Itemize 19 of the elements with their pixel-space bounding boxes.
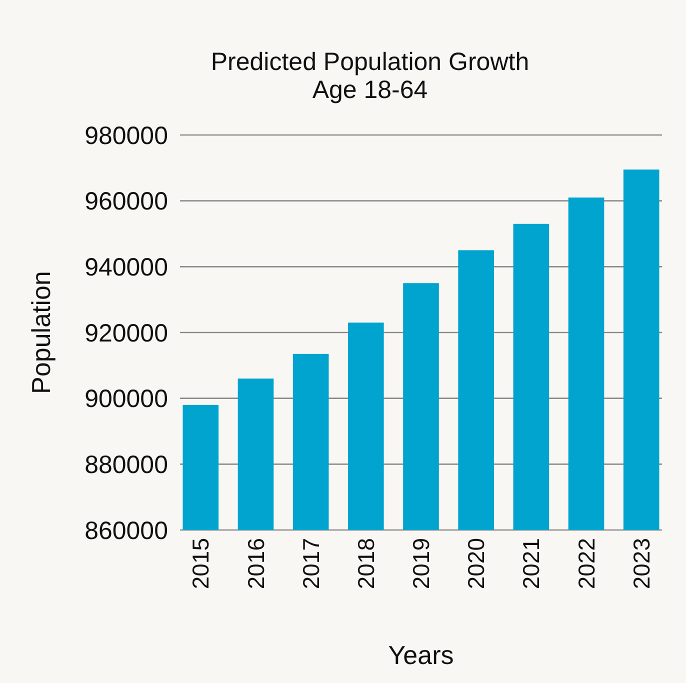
x-tick-label: 2017	[298, 538, 324, 590]
y-tick-label: 880000	[84, 450, 168, 479]
chart-title: Predicted Population Growth Age 18-64	[210, 48, 530, 104]
x-tick-label: 2015	[188, 538, 214, 590]
y-tick-label: 960000	[84, 188, 168, 216]
y-tick-label: 920000	[84, 319, 168, 348]
x-axis-title: Years	[388, 640, 454, 670]
x-tick-label: 2021	[518, 538, 544, 590]
y-tick-label: 940000	[84, 253, 168, 282]
x-tick-label: 2019	[408, 538, 434, 590]
x-tick-label: 2016	[242, 538, 269, 590]
x-tick-label: 2018	[352, 538, 379, 590]
x-tick-label: 2020	[463, 538, 490, 590]
x-tick-label: 2022	[573, 538, 600, 590]
x-tick-label: 2023	[628, 538, 654, 590]
y-tick-label: 980000	[84, 122, 168, 150]
y-axis-title: Population	[26, 271, 56, 394]
y-tick-label: 860000	[84, 516, 168, 545]
y-tick-label: 900000	[84, 385, 168, 414]
